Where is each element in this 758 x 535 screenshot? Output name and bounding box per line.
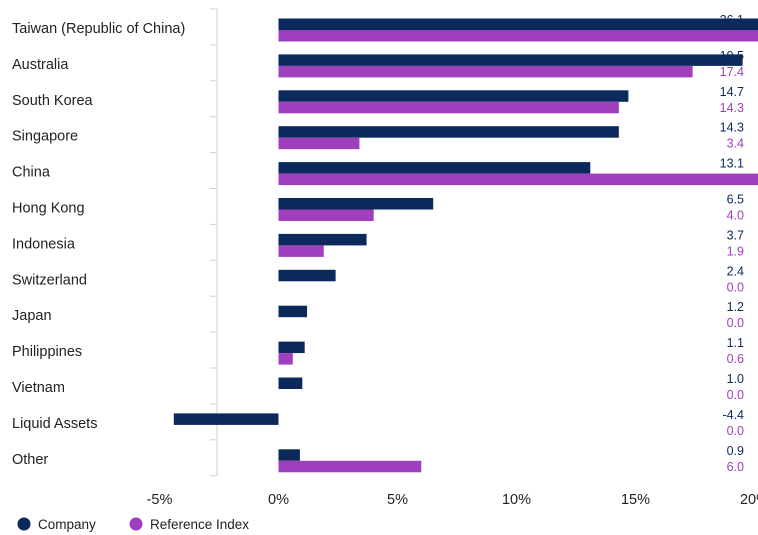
value-label-company-japan: 1.2	[727, 300, 744, 314]
value-label-reference-index-liquid-assets: 0.0	[727, 424, 744, 438]
category-label-japan: Japan	[12, 308, 52, 324]
value-label-company-other: 0.9	[727, 444, 744, 458]
value-labels: 26.1 22.6 19.5 17.4 14.7 14.3 14.3 3.4 13.1 29.9 6…	[720, 13, 744, 474]
value-label-company-hong-kong: 6.5	[727, 193, 744, 207]
x-tick-label: -5%	[147, 492, 173, 508]
bar-reference-index-taiwan-republic-of-china	[278, 30, 758, 42]
category-labels: Taiwan (Republic of China) Australia South…	[12, 21, 185, 468]
value-label-company-vietnam: 1.0	[727, 372, 744, 386]
chart-bars	[173, 18, 758, 473]
category-label-indonesia: Indonesia	[12, 236, 76, 252]
legend: Company Reference Index	[17, 517, 249, 532]
value-label-reference-index-hong-kong: 4.0	[727, 209, 744, 223]
category-label-hong-kong: Hong Kong	[12, 201, 85, 217]
category-label-switzerland: Switzerland	[12, 272, 87, 288]
value-label-company-singapore: 14.3	[720, 121, 744, 135]
category-label-taiwan-republic-of-china: Taiwan (Republic of China)	[12, 21, 185, 37]
category-label-south-korea: South Korea	[12, 93, 94, 109]
bar-company-liquid-assets	[173, 413, 279, 425]
category-label-other: Other	[12, 452, 48, 468]
bar-reference-index-south-korea	[278, 101, 619, 114]
legend-label-company: Company	[38, 517, 96, 532]
value-label-company-china: 13.1	[720, 157, 744, 171]
legend-marker-company	[17, 517, 31, 531]
chart-axes	[210, 8, 218, 477]
value-label-reference-index-other: 6.0	[727, 460, 744, 474]
x-tick-label: 10%	[502, 492, 531, 508]
value-label-reference-index-philippines: 0.6	[727, 352, 744, 366]
value-label-reference-index-china: 29.9	[720, 173, 744, 187]
x-tick-label: 20%	[740, 492, 758, 508]
bar-company-japan	[278, 305, 308, 318]
value-label-company-taiwan-republic-of-china: 26.1	[720, 13, 744, 27]
bar-reference-index-indonesia	[278, 245, 324, 257]
legend-marker-reference-index	[129, 517, 143, 531]
x-tick-label: 5%	[387, 492, 408, 508]
x-tick-labels: -5%0%5%10%15%20%25%30%	[147, 492, 758, 508]
bar-reference-index-other	[278, 460, 422, 473]
value-label-company-liquid-assets: -4.4	[722, 408, 744, 422]
category-label-philippines: Philippines	[12, 344, 82, 360]
value-label-company-indonesia: 3.7	[727, 228, 744, 242]
bar-company-china	[278, 162, 591, 174]
value-label-reference-index-switzerland: 0.0	[727, 280, 744, 294]
value-label-company-australia: 19.5	[720, 49, 744, 63]
value-label-reference-index-taiwan-republic-of-china: 22.6	[720, 29, 744, 43]
bar-reference-index-philippines	[278, 353, 293, 365]
value-label-reference-index-japan: 0.0	[727, 316, 744, 330]
category-label-australia: Australia	[12, 57, 69, 73]
value-label-reference-index-australia: 17.4	[720, 65, 744, 79]
x-tick-label: 15%	[621, 492, 650, 508]
legend-label-reference-index: Reference Index	[150, 517, 249, 532]
bar-reference-index-singapore	[278, 137, 360, 150]
category-label-singapore: Singapore	[12, 129, 78, 145]
value-label-reference-index-south-korea: 14.3	[720, 101, 744, 115]
bar-reference-index-china	[278, 173, 758, 186]
bar-reference-index-hong-kong	[278, 209, 374, 221]
bar-company-indonesia	[278, 233, 367, 246]
category-label-china: China	[12, 165, 51, 181]
bar-company-singapore	[278, 126, 619, 138]
value-label-company-south-korea: 14.7	[720, 85, 744, 99]
value-label-company-switzerland: 2.4	[727, 264, 744, 278]
category-label-vietnam: Vietnam	[12, 380, 65, 396]
x-tick-label: 0%	[268, 492, 289, 508]
bar-company-philippines	[278, 341, 305, 354]
bar-company-other	[278, 449, 300, 461]
bar-company-hong-kong	[278, 198, 434, 210]
bar-company-vietnam	[278, 377, 303, 389]
bar-company-switzerland	[278, 269, 336, 282]
bar-company-taiwan-republic-of-china	[278, 18, 758, 30]
bar-company-south-korea	[278, 90, 629, 102]
category-label-liquid-assets: Liquid Assets	[12, 416, 97, 432]
value-label-company-philippines: 1.1	[727, 336, 744, 350]
value-label-reference-index-singapore: 3.4	[727, 137, 744, 151]
value-label-reference-index-indonesia: 1.9	[727, 244, 744, 258]
value-label-reference-index-vietnam: 0.0	[727, 388, 744, 402]
bar-reference-index-australia	[278, 65, 693, 78]
bar-company-australia	[278, 54, 743, 66]
